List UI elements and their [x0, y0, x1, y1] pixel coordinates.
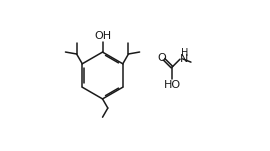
Text: N: N [180, 54, 188, 64]
Text: OH: OH [94, 31, 111, 41]
Text: O: O [158, 53, 167, 63]
Text: HO: HO [164, 80, 181, 90]
Text: H: H [181, 48, 188, 58]
